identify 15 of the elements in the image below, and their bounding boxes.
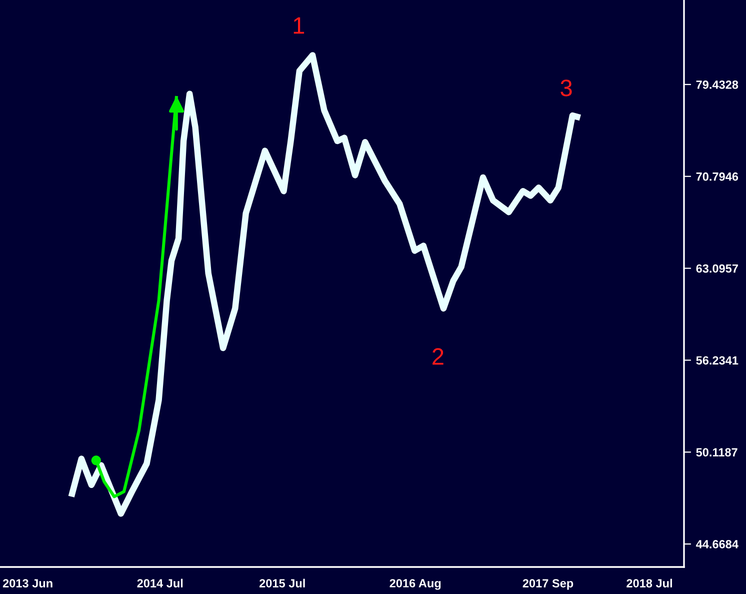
x-tick-label: 2016 Aug <box>390 579 441 590</box>
annotation: 2 <box>432 348 444 365</box>
x-tick-label: 2014 Jul <box>137 578 183 588</box>
x-tick-label: 2013 Jun <box>2 579 52 588</box>
y-tick-label: 63.0957 <box>696 264 738 273</box>
x-tick-label: 2018 Jul <box>626 578 672 588</box>
y-tick-label: 50.1187 <box>696 448 738 456</box>
x-tick-label: 2015 Jul <box>259 578 305 588</box>
annotation: 1 <box>294 17 304 34</box>
x-tick-label: 2017 Sep <box>522 579 574 590</box>
y-tick-label: 44.6684 <box>696 540 738 548</box>
y-tick-label: 56.2341 <box>696 356 738 365</box>
y-tick-label: 79.4328 <box>696 80 738 89</box>
annotation: 3 <box>560 80 572 96</box>
y-tick-label: 70.7946 <box>696 172 738 181</box>
